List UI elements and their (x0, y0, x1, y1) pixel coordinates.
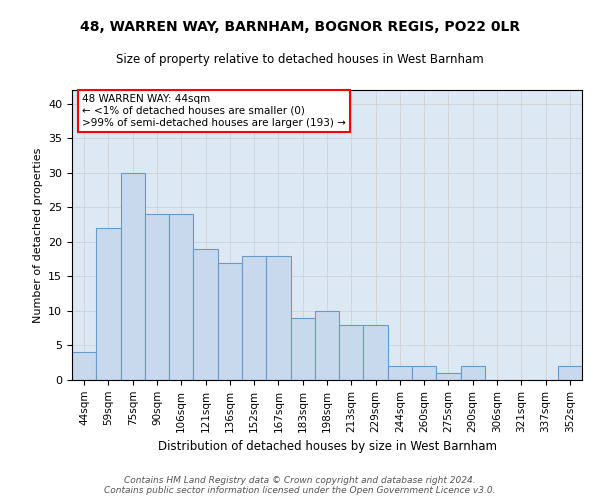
Text: Contains HM Land Registry data © Crown copyright and database right 2024.
Contai: Contains HM Land Registry data © Crown c… (104, 476, 496, 495)
Bar (412, 366, 436, 380)
Bar (388, 366, 412, 380)
Bar (72, 352, 96, 380)
Bar (339, 325, 364, 380)
Y-axis label: Number of detached properties: Number of detached properties (32, 148, 43, 322)
Bar (558, 366, 582, 380)
Text: 48, WARREN WAY, BARNHAM, BOGNOR REGIS, PO22 0LR: 48, WARREN WAY, BARNHAM, BOGNOR REGIS, P… (80, 20, 520, 34)
Text: 48 WARREN WAY: 44sqm
← <1% of detached houses are smaller (0)
>99% of semi-detac: 48 WARREN WAY: 44sqm ← <1% of detached h… (82, 94, 346, 128)
Bar (290, 318, 315, 380)
Bar (218, 262, 242, 380)
Bar (145, 214, 169, 380)
Text: Size of property relative to detached houses in West Barnham: Size of property relative to detached ho… (116, 52, 484, 66)
Bar (436, 373, 461, 380)
Bar (169, 214, 193, 380)
Bar (461, 366, 485, 380)
Bar (242, 256, 266, 380)
Bar (121, 173, 145, 380)
Bar (96, 228, 121, 380)
Bar (364, 325, 388, 380)
Bar (266, 256, 290, 380)
Bar (315, 311, 339, 380)
X-axis label: Distribution of detached houses by size in West Barnham: Distribution of detached houses by size … (157, 440, 497, 453)
Bar (193, 249, 218, 380)
